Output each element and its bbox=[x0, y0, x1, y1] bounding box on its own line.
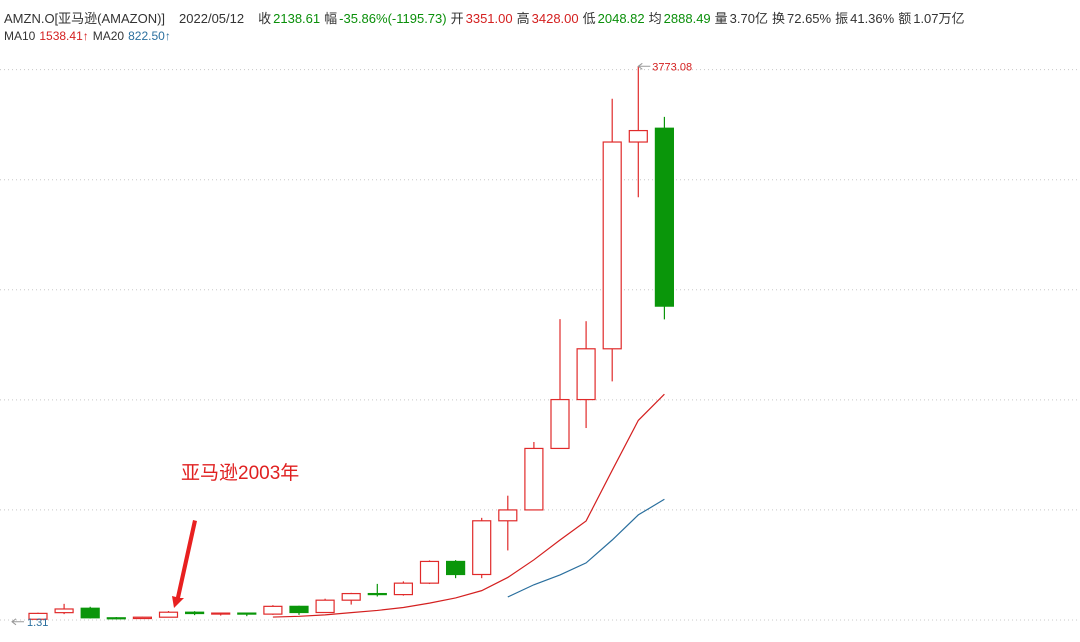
candle-body bbox=[524, 447, 544, 511]
legend-name: MA20 bbox=[92, 29, 125, 43]
candle-body bbox=[263, 605, 283, 615]
quote-value: AMZN.O[亚马逊(AMAZON)] bbox=[4, 11, 166, 26]
quote-value: 41.36% bbox=[850, 11, 895, 26]
quote-label: 低 bbox=[582, 11, 596, 26]
ma-legend: MA10 1538.41↑ MA20 822.50↑ bbox=[4, 29, 175, 43]
candle-body bbox=[289, 605, 309, 614]
candle-body bbox=[393, 582, 413, 596]
candle-body bbox=[211, 612, 231, 615]
max-pointer bbox=[637, 62, 651, 70]
candle-body bbox=[654, 127, 675, 307]
quote-label: 振 bbox=[835, 11, 849, 26]
legend-name: MA10 bbox=[4, 29, 36, 43]
quote-value: 2138.61 bbox=[273, 11, 321, 26]
min-pointer bbox=[11, 618, 24, 626]
quote-label: 额 bbox=[898, 11, 912, 26]
candle-body bbox=[237, 612, 257, 615]
candle-body bbox=[28, 612, 48, 620]
candle-body bbox=[132, 616, 152, 620]
quote-label: 高 bbox=[516, 11, 530, 26]
ma-line bbox=[272, 393, 665, 618]
quote-bar: AMZN.O[亚马逊(AMAZON)] 2022/05/12 收 2138.61 幅 -3… bbox=[4, 8, 969, 27]
quote-label: 开 bbox=[450, 11, 464, 26]
quote-value: 72.65% bbox=[787, 11, 832, 26]
arrow bbox=[172, 520, 197, 608]
candle-body bbox=[602, 141, 622, 350]
candle-body bbox=[550, 398, 570, 450]
quote-value: -35.86%(-1195.73) bbox=[339, 11, 447, 26]
candle-body bbox=[341, 592, 361, 601]
quote-value: 2888.49 bbox=[663, 11, 711, 26]
quote-value: 2022/05/12 bbox=[179, 11, 245, 26]
candle-body bbox=[628, 129, 648, 143]
quote-label: 换 bbox=[771, 11, 785, 26]
candle-body bbox=[576, 348, 596, 401]
quote-label: 收 bbox=[258, 11, 272, 26]
annotation: 亚马逊2003年 bbox=[181, 462, 299, 484]
min-label: 1.31 bbox=[27, 617, 48, 629]
quote-label: 量 bbox=[714, 11, 728, 26]
candle-body bbox=[185, 611, 205, 615]
quote-value: 3.70亿 bbox=[729, 11, 768, 26]
candle-body bbox=[367, 592, 387, 596]
quote-value: 3428.00 bbox=[531, 11, 579, 26]
candle-body bbox=[472, 520, 492, 576]
quote-value: 2048.82 bbox=[597, 11, 645, 26]
quote-label: 幅 bbox=[324, 11, 338, 26]
quote-label: 均 bbox=[648, 11, 662, 26]
candle-body bbox=[446, 560, 466, 576]
candle-body bbox=[80, 607, 100, 619]
candle-body bbox=[419, 560, 440, 584]
legend-value: 822.50↑ bbox=[128, 29, 171, 43]
quote-value: 3351.00 bbox=[465, 11, 513, 26]
max-label: 3773.08 bbox=[652, 61, 692, 73]
quote-value: 1.07万亿 bbox=[913, 11, 965, 26]
ma-line bbox=[507, 498, 665, 598]
candle-body bbox=[498, 509, 518, 522]
legend-value: 1538.41↑ bbox=[39, 29, 89, 43]
candle-body bbox=[106, 617, 126, 620]
candle-body bbox=[54, 608, 74, 614]
candle-body bbox=[315, 599, 335, 614]
candle-body bbox=[158, 611, 179, 618]
